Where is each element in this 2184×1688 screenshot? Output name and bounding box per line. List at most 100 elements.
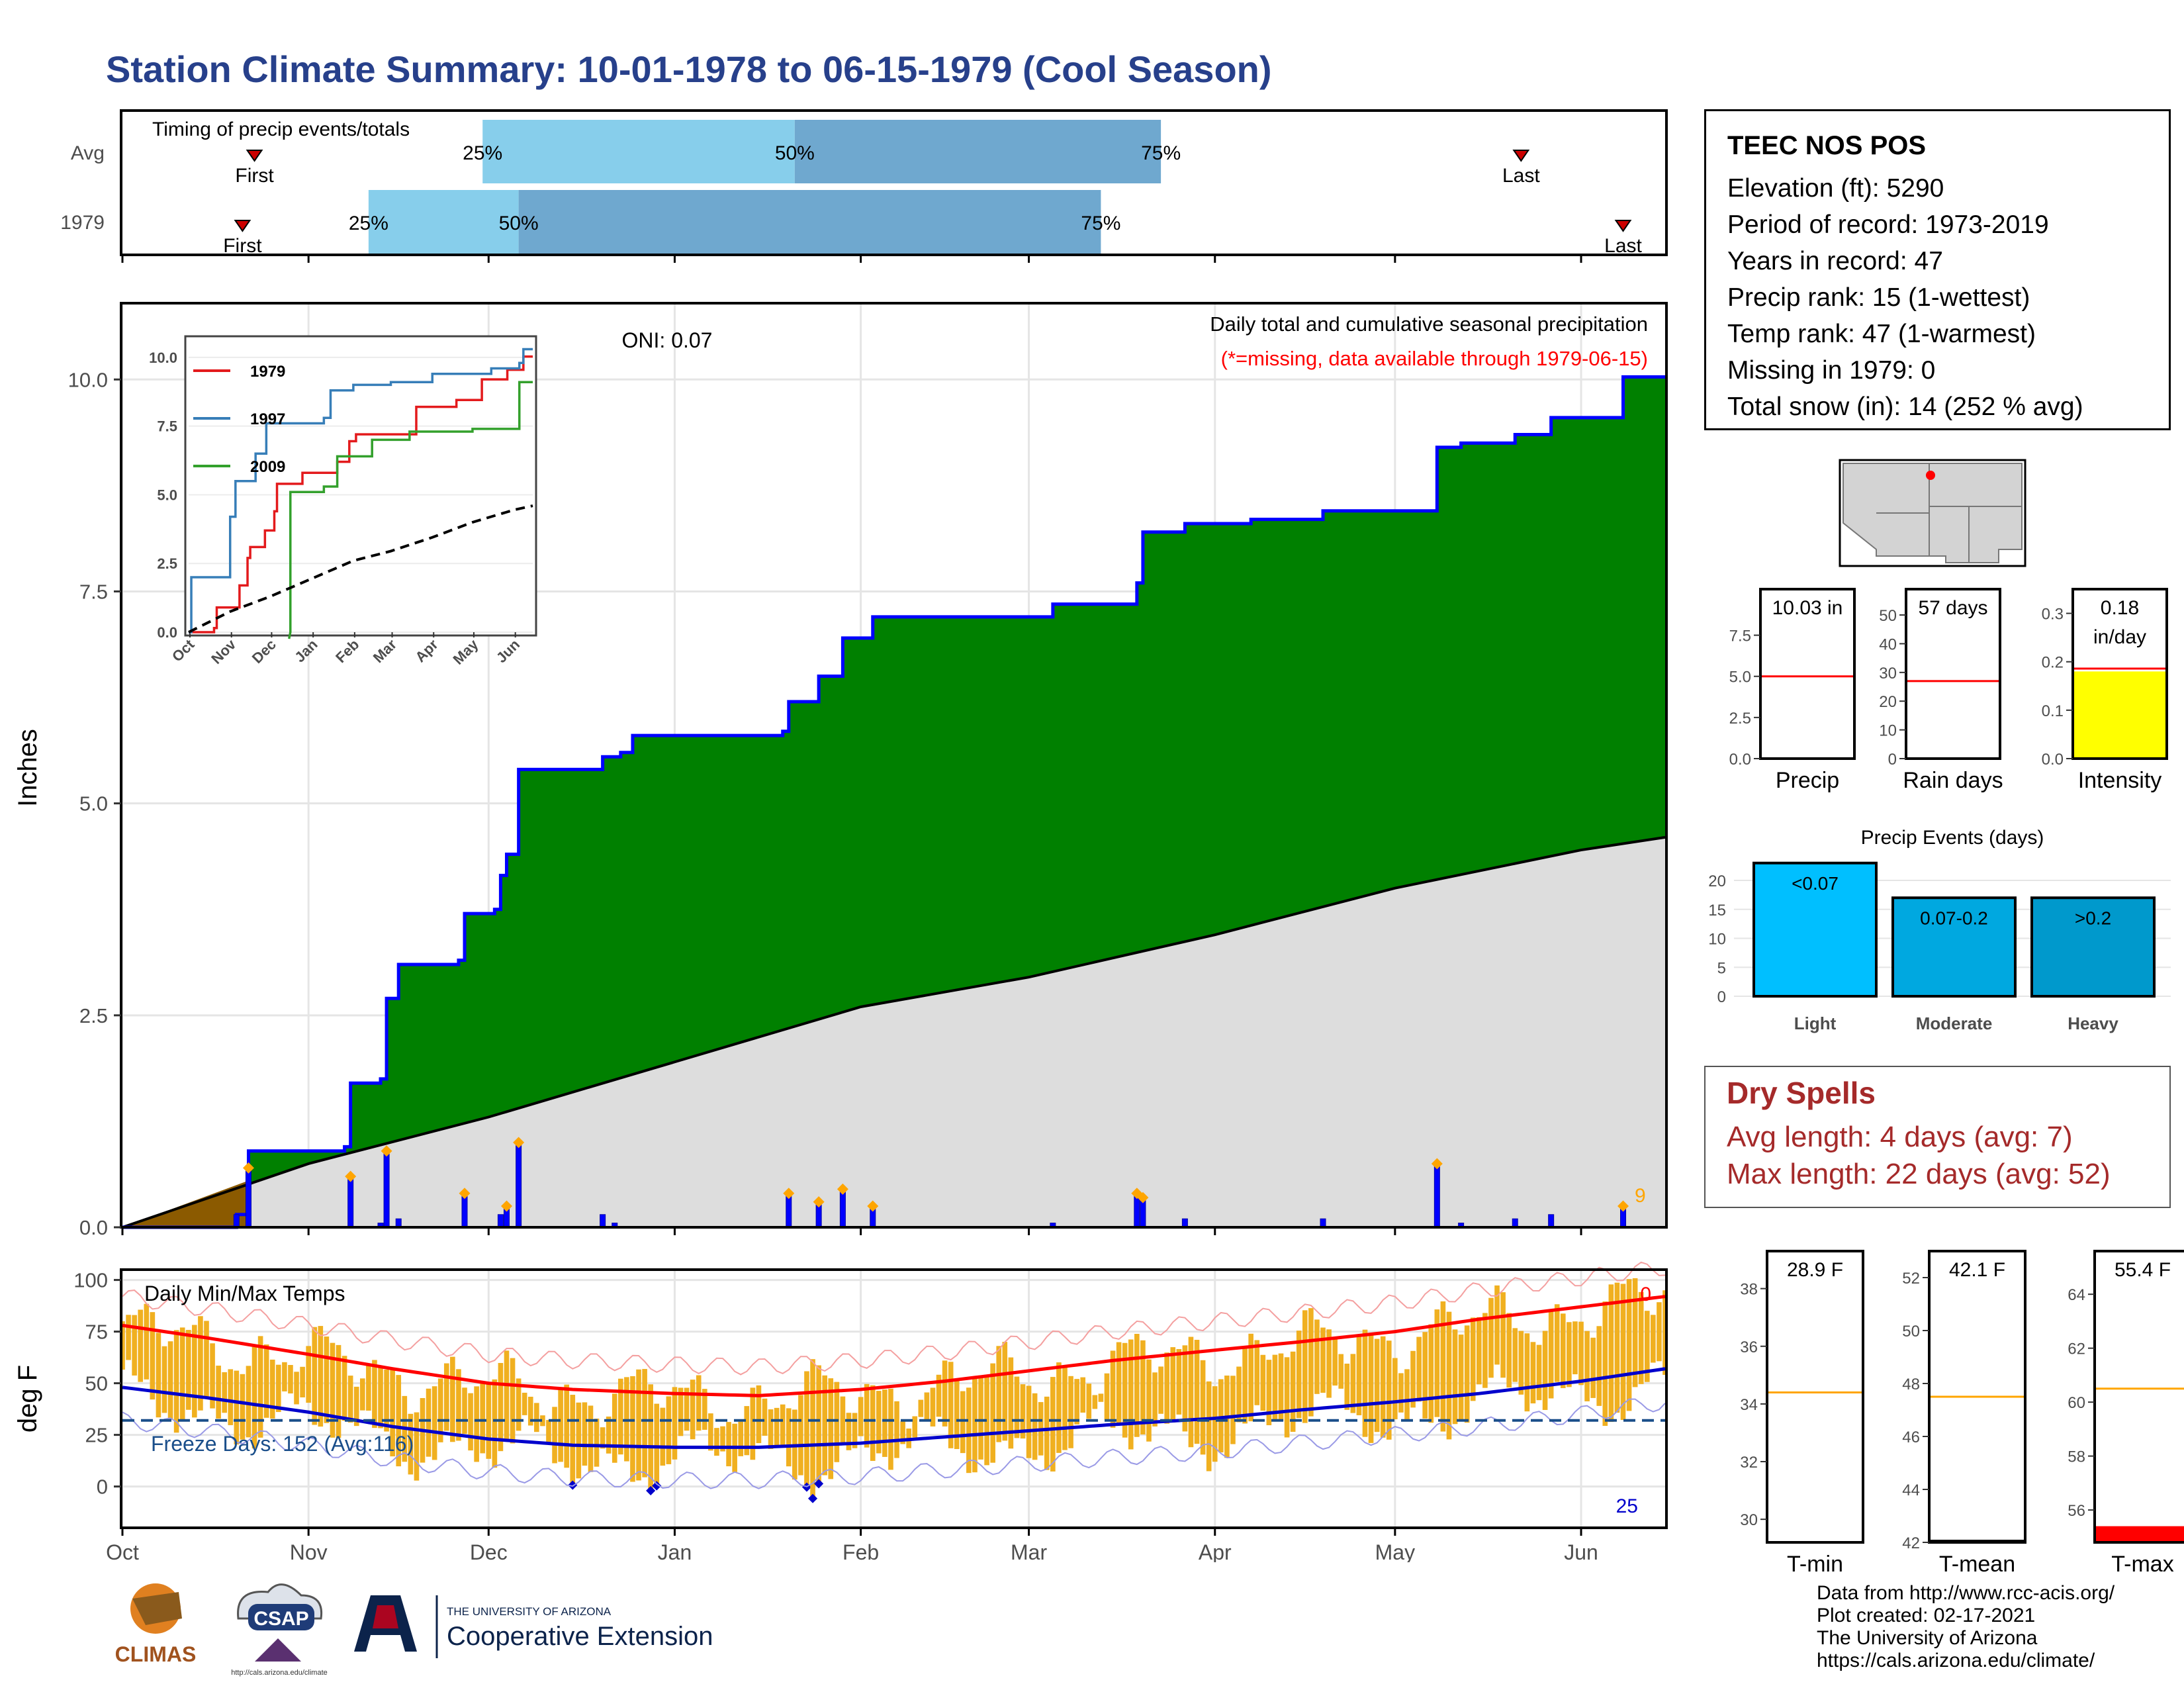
inset-series-2009 bbox=[288, 381, 533, 639]
daily-temp-range bbox=[1020, 1384, 1026, 1439]
daily-temp-range bbox=[240, 1374, 246, 1440]
mini-ytick-label: 30 bbox=[1879, 665, 1897, 682]
daily-temp-range bbox=[1308, 1308, 1314, 1417]
mini-ytick-label: 38 bbox=[1740, 1281, 1758, 1299]
timing-p75-label: 75% bbox=[1141, 142, 1181, 164]
daily-temp-range bbox=[1440, 1301, 1446, 1432]
early-deficit-area bbox=[122, 1180, 249, 1227]
daily-temp-range bbox=[474, 1386, 479, 1462]
daily-temp-range bbox=[972, 1378, 978, 1473]
daily-temp-range bbox=[1254, 1340, 1260, 1405]
daily-temp-range bbox=[636, 1369, 641, 1481]
daily-temp-range bbox=[1206, 1381, 1212, 1472]
events-bar-label: 0.07-0.2 bbox=[1920, 908, 1988, 928]
csap-logo-url: http://cals.arizona.edu/climate bbox=[231, 1669, 328, 1677]
inset-xtick-label: May bbox=[450, 635, 482, 667]
daily-temp-range bbox=[1524, 1333, 1530, 1412]
daily-temp-range bbox=[564, 1384, 569, 1468]
daily-temp-range bbox=[984, 1374, 989, 1466]
mini-ytick-label: 0.2 bbox=[2042, 654, 2064, 672]
record-high-line bbox=[122, 1261, 1666, 1376]
daily-temp-range bbox=[468, 1393, 473, 1451]
daily-temp-range bbox=[222, 1372, 228, 1413]
daily-temp-range bbox=[510, 1358, 516, 1444]
station-precip-rank: Precip rank: 15 (1-wettest) bbox=[1727, 283, 2030, 312]
daily-temp-range bbox=[546, 1420, 551, 1442]
mini-label-precip: Precip bbox=[1776, 768, 1839, 793]
daily-temp-range bbox=[504, 1350, 510, 1439]
daily-temp-range bbox=[588, 1405, 594, 1472]
precip-ytick-label: 7.5 bbox=[79, 580, 108, 603]
daily-temp-range bbox=[1152, 1372, 1158, 1427]
daily-temp-range bbox=[534, 1403, 539, 1432]
daily-temp-range bbox=[437, 1378, 443, 1442]
daily-temp-range bbox=[840, 1396, 846, 1444]
mini-ytick-label: 30 bbox=[1740, 1511, 1758, 1529]
daily-temp-range bbox=[144, 1303, 150, 1380]
daily-temp-range bbox=[1248, 1333, 1253, 1422]
daily-temp-range bbox=[1032, 1393, 1038, 1460]
timing-first-label: First bbox=[235, 165, 274, 187]
temp-panel: 0 25 50 75 100 deg F Daily Min/Max Temps Fre… bbox=[13, 1261, 1668, 1562]
month-label: Feb bbox=[842, 1540, 879, 1562]
dry-avg-length: Avg length: 4 days (avg: 7) bbox=[1727, 1121, 2073, 1153]
daily-temp-range bbox=[1080, 1377, 1086, 1413]
daily-temp-range bbox=[1332, 1337, 1338, 1386]
daily-temp-range bbox=[1567, 1322, 1572, 1387]
daily-temp-range bbox=[185, 1330, 191, 1410]
daily-temp-range bbox=[486, 1384, 492, 1459]
daily-temp-range bbox=[1236, 1366, 1242, 1423]
daily-temp-range bbox=[378, 1366, 383, 1429]
timing-last-label: Last bbox=[1604, 235, 1642, 257]
mini-value-precip: 10.03 in bbox=[1772, 597, 1843, 619]
daily-temp-range bbox=[192, 1325, 197, 1418]
record-low-count: 25 bbox=[1616, 1495, 1638, 1517]
daily-temp-range bbox=[1561, 1313, 1566, 1389]
daily-temp-range bbox=[414, 1412, 420, 1481]
daily-temp-range bbox=[1002, 1342, 1008, 1441]
daily-temp-range bbox=[1452, 1329, 1458, 1425]
station-elevation: Elevation (ft): 5290 bbox=[1727, 174, 1944, 203]
heavy-day-marker bbox=[459, 1188, 471, 1199]
daily-temp-range bbox=[606, 1416, 612, 1454]
university-arizona-logo: THE UNIVERSITY OF ARIZONA Cooperative Ex… bbox=[354, 1595, 713, 1658]
inset-series-1979 bbox=[189, 355, 533, 633]
daily-temp-range bbox=[876, 1391, 882, 1454]
timing-axis-ticks bbox=[121, 255, 1582, 263]
daily-temp-range bbox=[1194, 1340, 1200, 1444]
mini-ytick-label: 36 bbox=[1740, 1338, 1758, 1356]
daily-precip-bar bbox=[839, 1188, 846, 1228]
timing-last-marker bbox=[1512, 150, 1530, 162]
daily-temp-range bbox=[1146, 1359, 1152, 1442]
daily-temp-range bbox=[780, 1404, 786, 1445]
daily-temp-range bbox=[954, 1378, 960, 1450]
climas-logo: CLIMAS bbox=[115, 1583, 196, 1666]
mini-label-raindays: Rain days bbox=[1903, 768, 2003, 793]
heavy-day-marker bbox=[1431, 1158, 1443, 1170]
daily-temp-range bbox=[858, 1397, 864, 1436]
timing-row-1979-label: 1979 bbox=[60, 212, 105, 234]
daily-temp-range bbox=[456, 1369, 461, 1441]
daily-temp-range bbox=[1410, 1350, 1416, 1408]
daily-temp-range bbox=[1260, 1354, 1266, 1411]
daily-temp-range bbox=[263, 1344, 269, 1418]
daily-temp-range bbox=[330, 1342, 336, 1438]
month-axis: Oct Nov Dec Jan Feb Mar Apr May Jun bbox=[106, 1528, 1598, 1562]
daily-temp-range bbox=[1632, 1278, 1638, 1387]
daily-temp-range bbox=[408, 1413, 414, 1475]
csap-logo-text: CSAP bbox=[253, 1608, 308, 1630]
daily-temp-range bbox=[372, 1360, 377, 1429]
month-label: Jan bbox=[658, 1540, 692, 1562]
daily-temp-range bbox=[1158, 1366, 1163, 1414]
daily-temp-range bbox=[708, 1413, 713, 1451]
events-category-label: Heavy bbox=[2068, 1013, 2118, 1033]
mini-ytick-label: 60 bbox=[2068, 1394, 2085, 1412]
daily-temp-range bbox=[1242, 1346, 1248, 1424]
mini-ytick-label: 10 bbox=[1879, 722, 1897, 740]
inset-series-average bbox=[188, 504, 533, 633]
daily-temp-range bbox=[990, 1363, 995, 1463]
daily-temp-range bbox=[1482, 1313, 1488, 1388]
inset-legend-label: 1997 bbox=[250, 410, 285, 428]
daily-temp-range bbox=[1302, 1310, 1308, 1423]
daily-temp-range bbox=[1212, 1386, 1218, 1462]
